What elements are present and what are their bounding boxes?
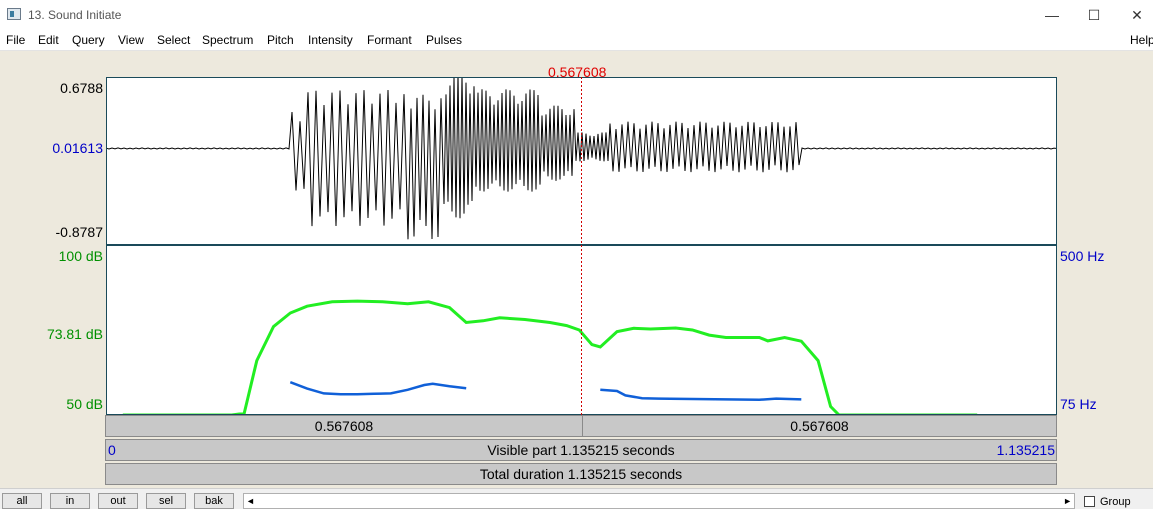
intensity-mid-label: 73.81 dB (46, 326, 103, 342)
zoom-back-button[interactable]: bak (194, 493, 234, 509)
title-bar: 13. Sound Initiate — ☐ ✕ (0, 0, 1153, 30)
left-selection-strip[interactable]: 0.567608 (106, 416, 583, 436)
close-button[interactable]: ✕ (1131, 7, 1143, 23)
bottom-nav-bar: all in out sel bak ◄ ► Group (0, 488, 1153, 509)
menu-query[interactable]: Query (72, 33, 105, 47)
waveform-min-label: -0.8787 (55, 224, 103, 240)
zoom-out-button[interactable]: out (98, 493, 138, 509)
horizontal-scrollbar[interactable]: ◄ ► (243, 493, 1075, 509)
zoom-all-button[interactable]: all (2, 493, 42, 509)
time-strip: 0.567608 0.567608 (105, 415, 1057, 437)
menu-select[interactable]: Select (157, 33, 191, 47)
intensity-top-label: 100 dB (58, 248, 103, 264)
waveform-panel[interactable] (106, 77, 1057, 245)
sound-editor-area: 0.567608 0.6788 0.01613 -0.8787 100 dB 7… (0, 51, 1153, 488)
right-strip-label: 0.567608 (790, 418, 849, 434)
group-checkbox[interactable] (1084, 496, 1095, 507)
visible-part-label: Visible part 1.135215 seconds (487, 442, 675, 458)
minimize-button[interactable]: — (1045, 7, 1059, 23)
pitch-curve (289, 381, 802, 402)
visible-start-label: 0 (108, 442, 116, 458)
left-strip-label: 0.567608 (314, 418, 374, 434)
menu-intensity[interactable]: Intensity (308, 33, 353, 47)
menu-separator (0, 50, 1153, 51)
intensity-curve (122, 299, 978, 415)
visible-part-strip[interactable]: 0 Visible part 1.135215 seconds 1.135215 (105, 439, 1057, 461)
visible-end-label: 1.135215 (996, 442, 1055, 458)
zoom-in-button[interactable]: in (50, 493, 90, 509)
pitch-bottom-label: 75 Hz (1060, 396, 1097, 412)
total-duration-label: Total duration 1.135215 seconds (479, 466, 683, 482)
cursor-time-label: 0.567608 (548, 64, 607, 80)
menu-pulses[interactable]: Pulses (426, 33, 463, 47)
menu-bar: File Edit Query View Select Spectrum Pit… (0, 30, 1153, 50)
scroll-right-arrow-icon[interactable]: ► (1063, 496, 1072, 506)
menu-view[interactable]: View (118, 33, 144, 47)
waveform-max-label: 0.6788 (60, 80, 103, 96)
window-title: 13. Sound Initiate (28, 8, 122, 22)
menu-pitch[interactable]: Pitch (267, 33, 294, 47)
total-duration-strip[interactable]: Total duration 1.135215 seconds (105, 463, 1057, 485)
pitch-top-label: 500 Hz (1060, 248, 1105, 264)
scroll-left-arrow-icon[interactable]: ◄ (246, 496, 255, 506)
waveform-trace (106, 77, 1057, 240)
app-icon (7, 8, 21, 20)
analysis-panel[interactable] (106, 245, 1057, 415)
menu-spectrum[interactable]: Spectrum (202, 33, 254, 47)
menu-file[interactable]: File (6, 33, 26, 47)
intensity-bottom-label: 50 dB (66, 396, 103, 412)
menu-formant[interactable]: Formant (367, 33, 412, 47)
menu-help[interactable]: Help (1130, 33, 1153, 47)
zoom-selection-button[interactable]: sel (146, 493, 186, 509)
right-selection-strip[interactable]: 0.567608 (583, 416, 1056, 436)
group-label: Group (1100, 496, 1131, 508)
maximize-button[interactable]: ☐ (1087, 7, 1101, 23)
menu-edit[interactable]: Edit (38, 33, 59, 47)
waveform-zero-label: 0.01613 (52, 140, 103, 156)
